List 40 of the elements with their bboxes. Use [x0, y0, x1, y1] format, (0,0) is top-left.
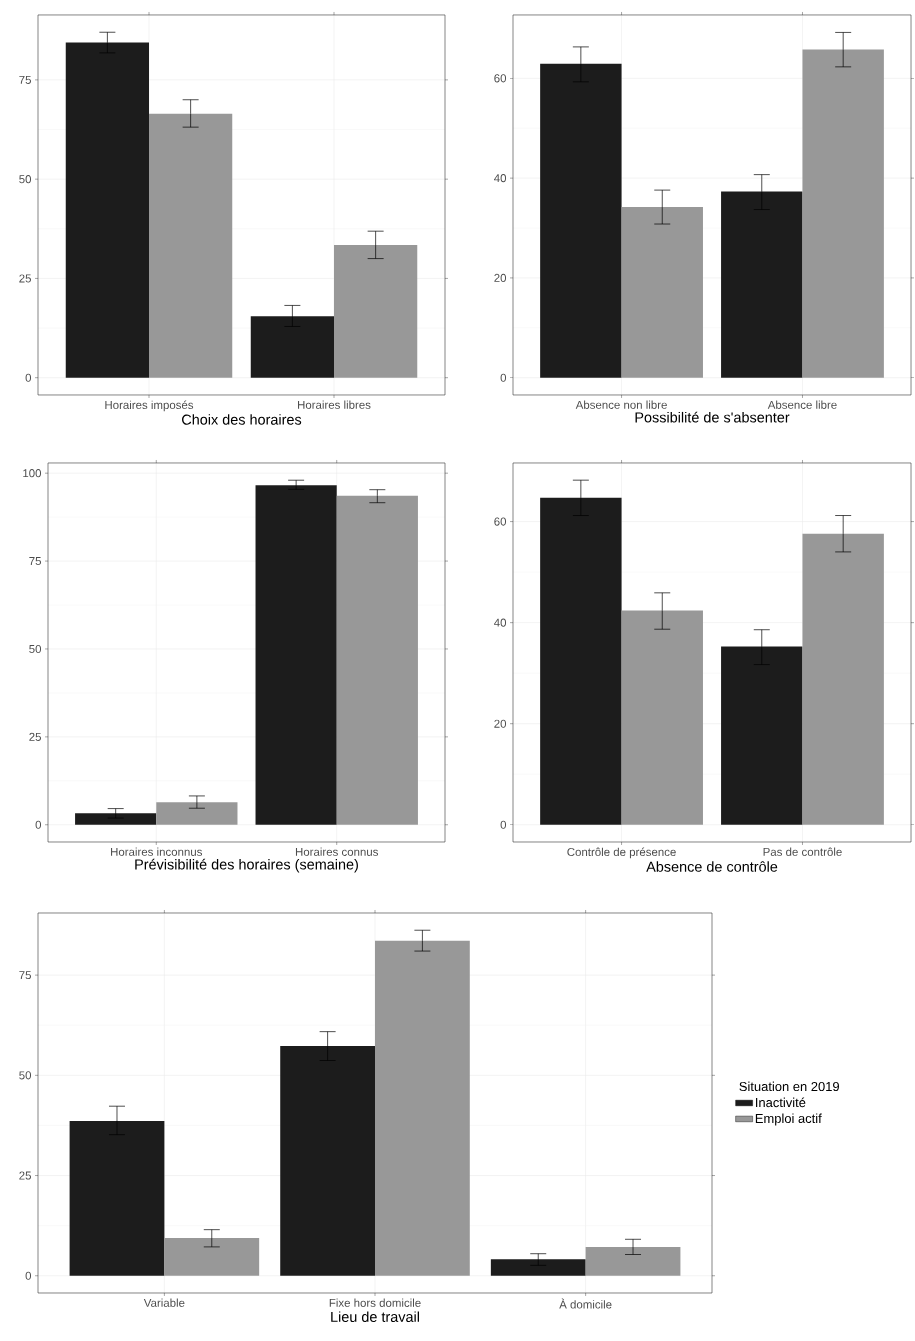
x-tick-label: Fixe hors domicile	[329, 1298, 421, 1307]
y-tick-label: 20	[494, 273, 507, 282]
y-tick-label: 50	[19, 1071, 32, 1080]
x-tick-label: Horaires inconnus	[111, 847, 202, 856]
y-tick-label: 25	[19, 274, 31, 283]
legend-title: Situation en 2019	[739, 1081, 839, 1092]
y-tick-label: 20	[494, 719, 507, 728]
y-tick-label: 0	[25, 373, 32, 382]
y-tick-label: 25	[29, 732, 41, 741]
x-tick-label: Absence non libre	[575, 400, 667, 409]
x-tick-label: Horaires imposés	[105, 400, 194, 412]
y-tick-label: 50	[29, 644, 42, 654]
x-axis-title: Choix des horaires	[182, 414, 302, 425]
x-tick-label: Horaires libres	[298, 400, 371, 409]
x-tick-label: Pas de contrôle	[763, 847, 842, 856]
y-tick-label: 0	[25, 1271, 32, 1280]
y-tick-label: 40	[494, 618, 507, 627]
y-tick-label: 75	[19, 971, 31, 980]
y-tick-label: 60	[494, 74, 507, 83]
y-tick-label: 50	[19, 175, 32, 184]
legend-label: Inactivité	[756, 1097, 806, 1108]
x-axis-title: Possibilité de s'absenter	[635, 411, 790, 423]
x-tick-label: Absence libre	[767, 400, 837, 409]
y-tick-label: 0	[500, 820, 507, 829]
y-tick-label: 60	[494, 517, 507, 526]
x-axis-title: Lieu de travail	[331, 1311, 419, 1323]
x-axis-title: Prévisibilité des horaires (semaine)	[135, 858, 358, 873]
x-tick-label: Contrôle de présence	[567, 847, 676, 859]
y-tick-label: 0	[500, 373, 507, 382]
y-tick-label: 25	[19, 1171, 31, 1180]
y-tick-label: 40	[494, 174, 507, 183]
y-tick-label: 100	[23, 469, 42, 478]
y-tick-label: 75	[29, 557, 41, 566]
x-tick-label: À domicile	[559, 1298, 612, 1309]
y-tick-label: 0	[35, 820, 42, 829]
x-tick-label: Variable	[143, 1298, 185, 1307]
legend-label: Emploi actif	[755, 1113, 822, 1126]
y-tick-label: 75	[19, 75, 31, 84]
x-axis-title: Absence de contrôle	[646, 861, 778, 872]
x-tick-label: Horaires connus	[295, 847, 378, 856]
